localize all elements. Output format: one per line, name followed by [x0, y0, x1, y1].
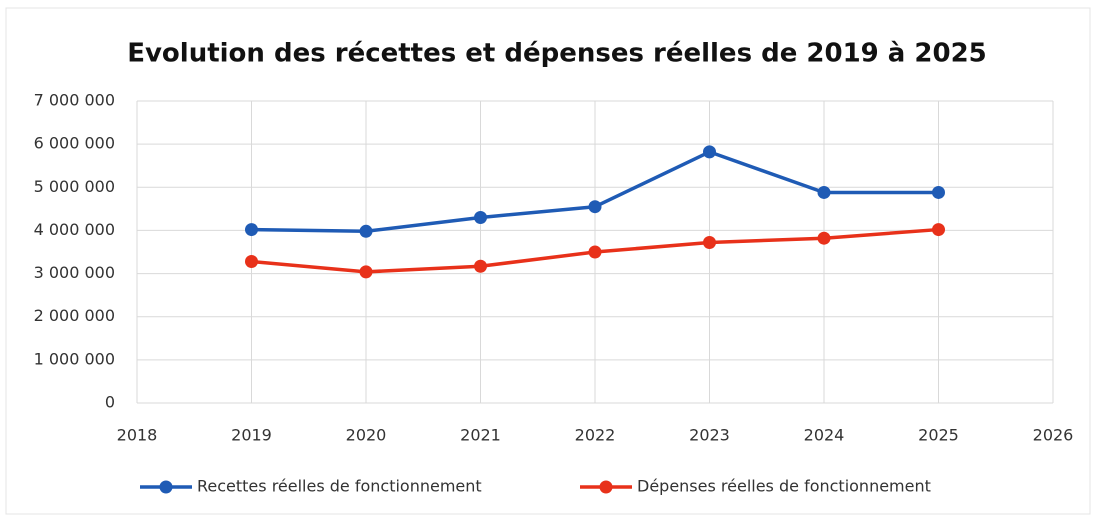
x-tick-label: 2021	[460, 426, 501, 445]
x-tick-label: 2026	[1033, 426, 1074, 445]
y-tick-label: 4 000 000	[34, 220, 115, 239]
x-tick-label: 2022	[575, 426, 616, 445]
y-tick-label: 2 000 000	[34, 306, 115, 325]
y-tick-label: 6 000 000	[34, 134, 115, 153]
data-point	[703, 145, 716, 159]
x-tick-label: 2019	[231, 426, 272, 445]
y-tick-label: 3 000 000	[34, 263, 115, 282]
x-tick-label: 2020	[346, 426, 387, 445]
data-point	[359, 265, 373, 279]
data-point	[359, 224, 373, 238]
y-tick-label: 7 000 000	[34, 91, 115, 110]
chart-title: Evolution des récettes et dépenses réell…	[127, 39, 987, 69]
data-point	[588, 200, 602, 214]
x-tick-label: 2023	[689, 426, 730, 445]
chart-frame	[5, 7, 1091, 515]
data-point	[817, 231, 831, 245]
data-point	[474, 259, 487, 273]
data-point	[245, 223, 258, 237]
y-tick-label: 1 000 000	[34, 349, 115, 368]
data-point	[588, 245, 602, 259]
legend-marker	[159, 480, 173, 494]
legend-label: Recettes réelles de fonctionnement	[197, 477, 482, 496]
data-point	[932, 223, 945, 237]
y-tick-label: 0	[105, 393, 115, 412]
y-tick-label: 5 000 000	[34, 177, 115, 196]
data-point	[703, 236, 716, 250]
legend-label: Dépenses réelles de fonctionnement	[637, 477, 931, 496]
x-tick-label: 2025	[918, 426, 959, 445]
data-point	[474, 210, 487, 224]
legend-marker	[599, 480, 613, 494]
data-point	[245, 254, 258, 268]
x-tick-label: 2018	[117, 426, 158, 445]
data-point	[932, 185, 945, 199]
data-point	[817, 185, 831, 199]
x-tick-label: 2024	[804, 426, 845, 445]
